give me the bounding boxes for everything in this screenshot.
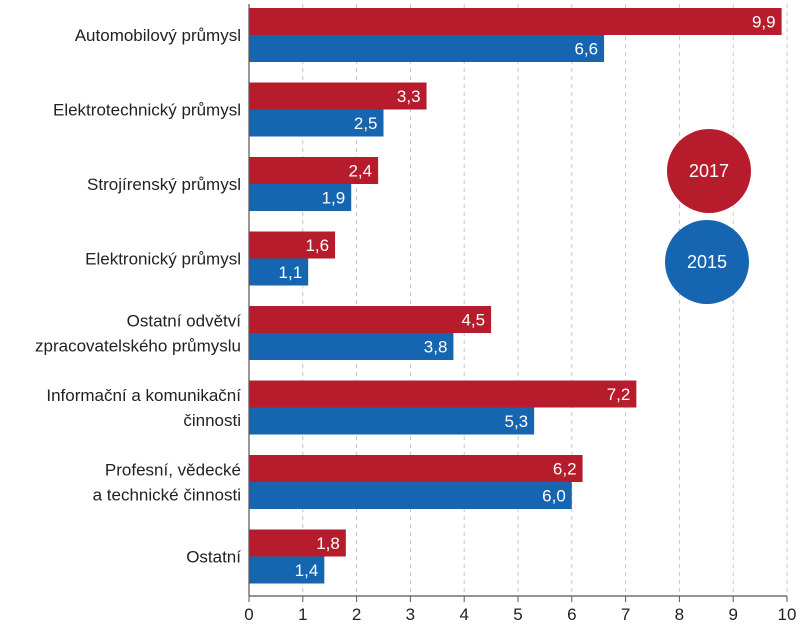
data-label: 9,9 bbox=[752, 13, 776, 32]
bar-2017-4 bbox=[249, 306, 492, 333]
x-tick-label: 1 bbox=[298, 605, 307, 624]
category-label: Profesní, vědecké bbox=[105, 461, 241, 480]
legend-label: 2015 bbox=[687, 252, 727, 272]
bar-2015-1 bbox=[249, 109, 384, 137]
legend-marker-2015 bbox=[665, 220, 749, 304]
category-label: Elektronický průmysl bbox=[85, 250, 241, 269]
data-label: 6,0 bbox=[542, 487, 566, 506]
bar-2015-0 bbox=[249, 35, 605, 62]
data-label: 1,6 bbox=[305, 236, 329, 255]
category-label: Ostatní bbox=[186, 548, 241, 567]
category-label: Strojírenský průmysl bbox=[87, 175, 241, 194]
legend-marker-2017 bbox=[667, 129, 751, 213]
bar-2017-3 bbox=[249, 231, 336, 259]
data-label: 5,3 bbox=[504, 412, 528, 431]
bar-2015-2 bbox=[249, 184, 352, 211]
x-tick-label: 4 bbox=[459, 605, 468, 624]
data-label: 1,8 bbox=[316, 534, 340, 553]
legend-label: 2017 bbox=[689, 161, 729, 181]
bar-2015-4 bbox=[249, 333, 454, 360]
x-tick-label: 7 bbox=[621, 605, 630, 624]
bar-2015-5 bbox=[249, 407, 535, 435]
category-label: zpracovatelského průmyslu bbox=[35, 337, 241, 356]
x-tick-label: 6 bbox=[567, 605, 576, 624]
bar-2017-5 bbox=[249, 380, 637, 408]
x-tick-label: 2 bbox=[352, 605, 361, 624]
category-label: Informační a komunikační bbox=[46, 386, 241, 405]
x-tick-label: 9 bbox=[728, 605, 737, 624]
bar-2015-3 bbox=[249, 258, 309, 286]
category-label: Ostatní odvětví bbox=[127, 312, 242, 331]
data-label: 1,4 bbox=[295, 561, 319, 580]
x-tick-label: 8 bbox=[675, 605, 684, 624]
data-label: 1,1 bbox=[279, 263, 303, 282]
data-label: 7,2 bbox=[607, 385, 631, 404]
data-label: 3,3 bbox=[397, 87, 421, 106]
bar-2017-1 bbox=[249, 82, 427, 110]
bar-2017-0 bbox=[249, 8, 782, 35]
bar-2015-6 bbox=[249, 482, 572, 509]
category-label: a technické činnosti bbox=[93, 486, 241, 505]
data-label: 6,2 bbox=[553, 460, 577, 479]
bar-2017-6 bbox=[249, 455, 583, 482]
bar-2017-2 bbox=[249, 157, 379, 184]
data-label: 1,9 bbox=[322, 189, 346, 208]
data-label: 2,4 bbox=[348, 162, 372, 181]
x-tick-label: 10 bbox=[778, 605, 797, 624]
category-label: činnosti bbox=[183, 411, 241, 430]
x-tick-label: 0 bbox=[244, 605, 253, 624]
bar-2015-7 bbox=[249, 556, 325, 584]
data-label: 6,6 bbox=[574, 40, 598, 59]
category-label: Automobilový průmysl bbox=[75, 26, 241, 45]
data-label: 2,5 bbox=[354, 114, 378, 133]
category-label: Elektrotechnický průmysl bbox=[53, 101, 241, 120]
data-label: 4,5 bbox=[461, 311, 485, 330]
data-label: 3,8 bbox=[424, 338, 448, 357]
x-tick-label: 5 bbox=[513, 605, 522, 624]
bar-2017-7 bbox=[249, 529, 346, 557]
x-tick-label: 3 bbox=[406, 605, 415, 624]
